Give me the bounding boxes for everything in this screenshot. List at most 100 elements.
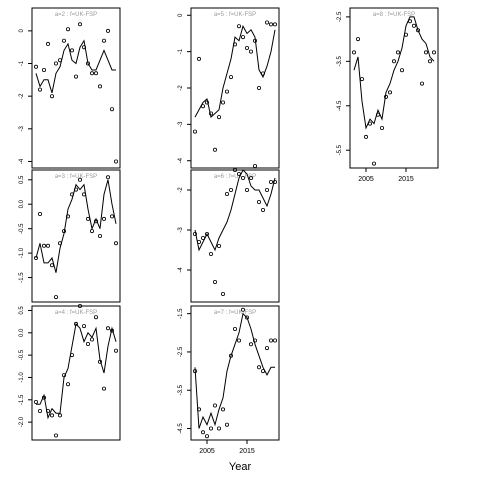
- data-point: [212, 279, 217, 284]
- data-point: [212, 403, 217, 408]
- data-point: [70, 48, 75, 53]
- data-point: [224, 89, 229, 94]
- data-point: [351, 50, 356, 55]
- y-tick-label: -1: [19, 60, 25, 66]
- y-tick-label: -3.5: [178, 384, 184, 395]
- data-point: [42, 68, 47, 73]
- data-point: [224, 422, 229, 427]
- data-point: [110, 107, 115, 112]
- data-point: [86, 216, 91, 221]
- data-point: [98, 233, 103, 238]
- data-point: [236, 24, 241, 29]
- panel-frame: [31, 169, 121, 303]
- data-point: [216, 115, 221, 120]
- series-line: [36, 322, 117, 420]
- series-line: [194, 24, 276, 119]
- y-tick-label: 0: [19, 29, 25, 33]
- data-point: [363, 134, 368, 139]
- data-point: [224, 191, 229, 196]
- data-point: [90, 71, 95, 76]
- y-tick-label: -0.5: [19, 223, 25, 234]
- data-point: [66, 382, 71, 387]
- data-point: [427, 59, 432, 64]
- panel-title: a=5 : f=UK-FSP: [214, 12, 256, 18]
- panel-3: a=8 : f=UK-FSP -2.5 -3.5 -4.5 -5.5 2005 2015: [337, 7, 439, 183]
- data-point: [395, 50, 400, 55]
- data-point: [50, 94, 55, 99]
- panel-title: a=7 : f=UK-FSP: [214, 310, 256, 316]
- data-point: [248, 342, 253, 347]
- data-point: [431, 50, 436, 55]
- data-point: [399, 68, 404, 73]
- data-point: [94, 71, 99, 76]
- y-tick-label: -5.5: [337, 144, 343, 155]
- y-tick-label: -2.0: [19, 416, 25, 427]
- y-tick-label: 0.5: [19, 175, 25, 184]
- data-point: [200, 430, 205, 435]
- panel-title: a=4 : f=UK-FSP: [55, 310, 97, 316]
- data-point: [240, 175, 245, 180]
- data-point: [54, 433, 59, 438]
- data-point: [38, 87, 43, 92]
- series-line: [194, 169, 276, 252]
- data-point: [232, 326, 237, 331]
- data-point: [264, 346, 269, 351]
- x-tick-label: 2015: [239, 448, 255, 455]
- data-point: [268, 179, 273, 184]
- data-point: [244, 315, 249, 320]
- panel-5: a=6 : f=UK-FSP -2 -3 -4: [178, 163, 280, 303]
- data-point: [256, 365, 261, 370]
- y-tick-label: 0.0: [19, 199, 25, 208]
- data-point: [106, 28, 111, 33]
- data-point: [102, 216, 107, 221]
- data-point: [240, 35, 245, 40]
- data-point: [192, 129, 197, 134]
- panel-title: a=6 : f=UK-FSP: [214, 174, 256, 180]
- data-point: [272, 338, 277, 343]
- y-tick-label: -3: [19, 125, 25, 131]
- y-tick-label: -1.0: [19, 372, 25, 383]
- data-point: [114, 241, 119, 246]
- data-point: [114, 348, 119, 353]
- y-tick-label: -2: [19, 93, 25, 99]
- data-point: [371, 161, 376, 166]
- data-point: [204, 231, 209, 236]
- y-tick-label: -1: [178, 48, 184, 54]
- data-point: [66, 27, 71, 32]
- data-point: [240, 307, 245, 312]
- data-point: [46, 243, 51, 248]
- data-point: [228, 187, 233, 192]
- y-tick-label: -2: [178, 187, 184, 193]
- y-tick-label: -1.5: [178, 308, 184, 319]
- panel-6: a=4 : f=UK-FSP 0.5 0.0 -0.5 -1.0 -1.5 -2.0: [19, 303, 121, 441]
- x-tick-label: 2015: [398, 176, 414, 183]
- data-point: [78, 177, 83, 182]
- series-line: [194, 312, 275, 429]
- data-point: [248, 49, 253, 54]
- data-point: [419, 81, 424, 86]
- data-point: [54, 295, 59, 300]
- data-point: [196, 56, 201, 61]
- y-tick-label: -1.5: [19, 272, 25, 283]
- series-line: [35, 39, 116, 94]
- panel-title: a=8 : f=UK-FSP: [373, 12, 415, 18]
- y-tick-label: 0: [178, 13, 184, 17]
- data-point: [220, 291, 225, 296]
- x-tick-label: 2005: [358, 176, 374, 183]
- data-point: [252, 163, 257, 168]
- y-tick-label: -4: [19, 158, 25, 164]
- data-point: [62, 38, 67, 43]
- data-point: [34, 399, 39, 404]
- y-tick-label: -4.5: [178, 423, 184, 434]
- data-point: [220, 100, 225, 105]
- data-point: [391, 59, 396, 64]
- data-point: [94, 315, 99, 320]
- y-tick-label: -1.5: [19, 394, 25, 405]
- data-point: [38, 211, 43, 216]
- x-tick-label: 2005: [199, 448, 215, 455]
- data-point: [423, 50, 428, 55]
- data-point: [78, 303, 83, 308]
- data-point: [232, 167, 237, 172]
- panel-frame: [349, 7, 439, 169]
- data-point: [252, 338, 257, 343]
